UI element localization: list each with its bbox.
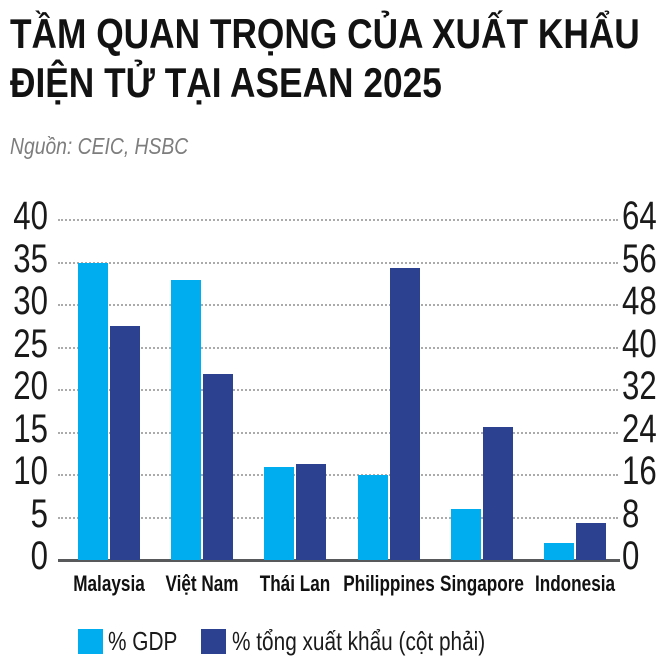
gridline-5 — [58, 516, 618, 519]
x-axis-label-thai-lan: Thái Lan — [260, 571, 331, 596]
left-axis-tick-10: 10 — [13, 449, 48, 493]
left-axis-tick-5: 5 — [30, 491, 48, 536]
left-axis-tick-30: 30 — [13, 279, 48, 323]
bar-exports-indonesia — [576, 522, 607, 560]
right-axis-tick-24: 24 — [622, 406, 657, 451]
bar-exports-singapore — [483, 427, 514, 560]
right-axis-tick-16: 16 — [622, 449, 657, 493]
right-axis-tick-64: 64 — [622, 194, 657, 238]
left-axis-tick-0: 0 — [30, 534, 48, 578]
legend-swatch-exports — [201, 629, 226, 654]
right-axis-tick-8: 8 — [622, 491, 640, 536]
x-axis-label-singapore: Singapore — [440, 571, 524, 596]
bar-gdp-indonesia — [544, 543, 575, 560]
legend-swatch-gdp — [78, 629, 103, 654]
right-axis-tick-40: 40 — [622, 321, 657, 366]
gridline-15 — [58, 431, 618, 434]
left-axis-tick-25: 25 — [13, 321, 48, 366]
bar-exports-viet-nam — [202, 374, 233, 560]
bar-gdp-thai-lan — [264, 466, 295, 560]
left-axis-tick-20: 20 — [13, 364, 48, 408]
gridline-10 — [58, 474, 618, 476]
legend-label-gdp: % GDP — [108, 626, 178, 656]
legend-label-exports: % tổng xuất khẩu (cột phải) — [232, 626, 486, 656]
right-axis-tick-56: 56 — [622, 236, 657, 281]
bar-exports-philippines — [389, 267, 420, 560]
chart-source: Nguồn: CEIC, HSBC — [10, 133, 189, 159]
left-axis-tick-40: 40 — [13, 194, 48, 238]
gridline-20 — [58, 389, 618, 391]
x-axis-label-malaysia: Malaysia — [72, 571, 145, 596]
x-axis-label-indonesia: Indonesia — [535, 571, 616, 596]
gridline-40 — [58, 219, 618, 221]
bar-gdp-philippines — [357, 475, 388, 560]
bar-gdp-viet-nam — [170, 279, 201, 560]
bar-exports-thai-lan — [296, 464, 327, 560]
bar-exports-malaysia — [109, 326, 140, 560]
x-axis-label-philippines: Philippines — [342, 571, 435, 596]
bar-gdp-singapore — [451, 509, 482, 560]
bar-gdp-malaysia — [77, 262, 108, 560]
gridline-30 — [58, 304, 618, 306]
left-axis-tick-35: 35 — [13, 236, 48, 281]
x-axis-label-viet-nam: Việt Nam — [165, 571, 239, 596]
x-axis-line — [58, 559, 620, 562]
right-axis-tick-32: 32 — [622, 364, 657, 408]
right-axis-tick-48: 48 — [622, 279, 657, 323]
chart-title-line-2: ĐIỆN TỬ TẠI ASEAN 2025 — [10, 59, 442, 106]
gridline-35 — [58, 261, 618, 264]
right-axis-tick-0: 0 — [622, 534, 640, 578]
left-axis-tick-15: 15 — [13, 406, 48, 451]
gridline-25 — [58, 346, 618, 349]
chart-title-line-1: TẦM QUAN TRỌNG CỦA XUẤT KHẨU — [10, 10, 640, 57]
